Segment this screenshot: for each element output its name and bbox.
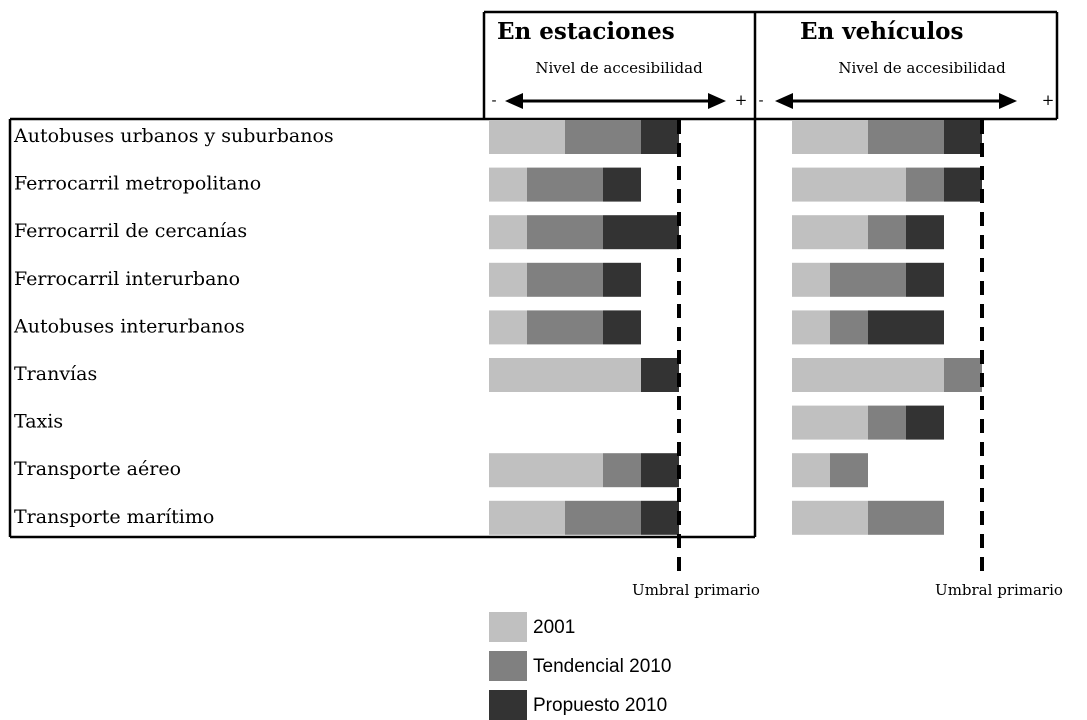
category-label: Transporte aéreo (14, 458, 181, 480)
bar-segment (527, 215, 603, 250)
axis-label: Nivel de accesibilidad (838, 59, 1006, 77)
axis-label: Nivel de accesibilidad (535, 59, 703, 77)
arrow-head (708, 93, 726, 109)
legend-swatch (489, 651, 527, 681)
bar-segment (906, 405, 944, 440)
legend-swatch (489, 690, 527, 720)
bar-segment (603, 453, 641, 488)
bar-segment (527, 167, 603, 202)
bar-segment (489, 310, 527, 345)
bar-segment (641, 500, 679, 535)
bar-segment (944, 120, 982, 154)
bar-segment (565, 500, 641, 535)
bar-segment (868, 215, 906, 250)
legend-label: Propuesto 2010 (533, 695, 667, 716)
category-label: Taxis (14, 411, 63, 433)
bar-segment (868, 310, 944, 345)
panel-title: En estaciones (497, 18, 675, 45)
bar-segment (489, 262, 527, 297)
bar-segment (906, 167, 944, 202)
category-label: Transporte marítimo (14, 506, 214, 528)
arrow-head (505, 93, 523, 109)
threshold-label: Umbral primario (935, 581, 1063, 599)
bar-segment (944, 358, 982, 392)
arrow-head (999, 93, 1017, 109)
bar-segment (565, 120, 641, 154)
frame (8, 10, 1059, 539)
bar-segment (603, 262, 641, 297)
bar-segment (641, 453, 679, 488)
bar-segment (489, 215, 527, 250)
threshold-label: Umbral primario (632, 581, 760, 599)
bar-segment (830, 310, 868, 345)
bar-segment (641, 120, 679, 154)
bar-segment (792, 262, 830, 297)
legend-label: Tendencial 2010 (533, 656, 671, 677)
bar-segment (489, 120, 565, 154)
bar-segment (906, 215, 944, 250)
axis-max-label: + (1042, 91, 1055, 109)
axis-max-label: + (735, 91, 748, 109)
panel-title: En vehículos (800, 18, 963, 45)
bar-segment (641, 358, 679, 392)
category-label: Autobuses urbanos y suburbanos (13, 125, 334, 147)
bar-segment (489, 358, 641, 392)
bar-segment (792, 453, 830, 488)
legend-swatch (489, 612, 527, 642)
bar-segment (527, 262, 603, 297)
bar-segment (792, 215, 868, 250)
bar-segment (603, 215, 679, 250)
bar-segment (944, 167, 982, 202)
axis-min-label: - (491, 91, 496, 109)
category-label: Ferrocarril interurbano (14, 268, 240, 290)
category-label: Tranvías (14, 363, 97, 385)
bar-segment (603, 167, 641, 202)
bar-segment (906, 262, 944, 297)
bar-segment (868, 120, 944, 154)
axis-min-label: - (758, 91, 763, 109)
bar-segment (830, 453, 868, 488)
bar-segment (792, 167, 906, 202)
category-label: Autobuses interurbanos (13, 315, 245, 337)
bar-segment (489, 453, 603, 488)
category-label: Ferrocarril metropolitano (14, 173, 261, 195)
bar-segment (868, 500, 944, 535)
category-label: Ferrocarril de cercanías (14, 220, 247, 242)
bar-segment (792, 405, 868, 440)
bar-segment (603, 310, 641, 345)
bar-segment (868, 405, 906, 440)
bar-segment (830, 262, 906, 297)
bar-segment (792, 500, 868, 535)
bar-segment (489, 167, 527, 202)
bar-segment (489, 500, 565, 535)
bar-segment (792, 358, 944, 392)
arrow-head (775, 93, 793, 109)
bar-segment (792, 310, 830, 345)
bar-segment (527, 310, 603, 345)
bar-segment (792, 120, 868, 154)
legend-label: 2001 (533, 617, 575, 638)
